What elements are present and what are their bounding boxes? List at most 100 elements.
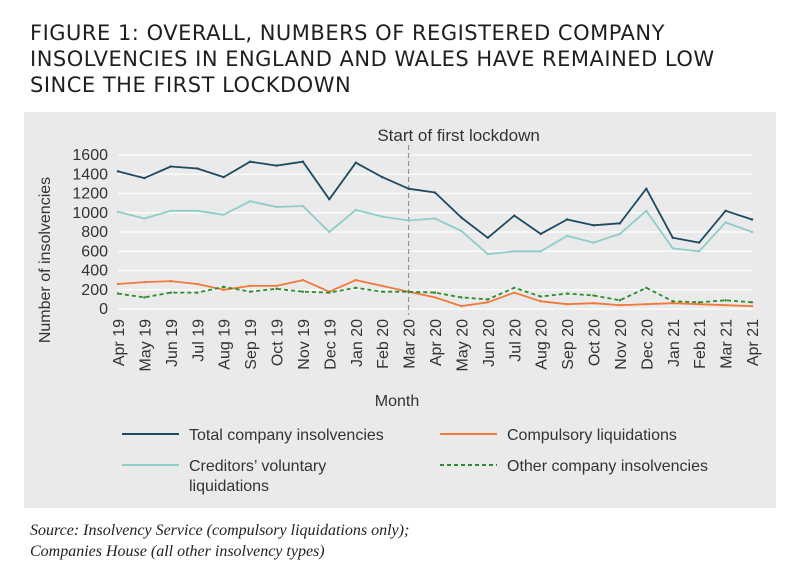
y-tick-label: 1200: [72, 186, 108, 203]
data-point: [539, 300, 542, 303]
data-point: [460, 296, 463, 299]
data-point: [592, 241, 595, 244]
data-point: [486, 236, 490, 239]
data-point: [248, 160, 252, 163]
x-tick-label: Oct 19: [270, 319, 287, 366]
y-tick-label: 1400: [72, 166, 108, 183]
data-point: [724, 299, 727, 302]
x-tick-label: May 20: [454, 319, 471, 372]
data-point: [645, 187, 648, 190]
x-axis: Apr 19 May 19 Jun 19 Jul 19 Aug 19 Sep 19 Oct …: [111, 319, 762, 372]
data-point: [407, 219, 410, 222]
x-tick-label: Dec 20: [639, 319, 656, 370]
data-point: [169, 165, 173, 168]
legend-label: Other company insolvencies: [507, 458, 708, 475]
x-tick-label: Mar 21: [719, 319, 736, 369]
y-tick-label: 200: [81, 282, 108, 299]
x-tick-label: Jan 20: [349, 319, 366, 367]
source-line-1: Source: Insolvency Service (compulsory l…: [30, 522, 410, 539]
data-point: [143, 176, 146, 180]
y-tick-label: 800: [81, 224, 108, 241]
data-point: [407, 290, 410, 293]
y-axis-label: Number of insolvencies: [37, 177, 54, 343]
lockdown-annotation: Start of first lockdown: [377, 126, 540, 315]
data-point: [301, 278, 305, 282]
data-point: [565, 234, 569, 238]
x-tick-label: Jul 20: [507, 319, 524, 362]
x-tick-label: Sep 19: [243, 319, 260, 370]
data-point: [697, 302, 701, 306]
x-tick-label: Dec 19: [322, 319, 339, 370]
legend-label: Total company insolvencies: [189, 427, 384, 444]
data-point: [328, 291, 331, 294]
data-point: [433, 296, 437, 299]
x-tick-label: Jul 19: [190, 319, 207, 362]
data-point: [275, 205, 278, 209]
series-group: [116, 200, 754, 256]
y-tick-label: 1000: [72, 205, 108, 222]
gridlines: [118, 154, 752, 310]
data-point: [196, 282, 199, 286]
data-point: [565, 302, 569, 306]
data-point: [460, 304, 463, 308]
data-point: [671, 236, 674, 239]
series-group: [116, 160, 754, 244]
data-point: [169, 291, 173, 294]
data-point: [248, 284, 252, 288]
data-point: [196, 209, 199, 213]
y-tick-label: 400: [81, 263, 108, 280]
data-point: [433, 191, 437, 194]
data-point: [565, 218, 569, 221]
data-point: [513, 286, 516, 290]
data-point: [275, 164, 278, 167]
x-tick-label: Aug 19: [217, 319, 234, 370]
data-point: [645, 286, 648, 290]
data-point: [407, 187, 410, 190]
data-point: [222, 288, 225, 291]
series-lines: [116, 160, 754, 308]
data-point: [380, 215, 384, 218]
line-chart: 0 200 400 600 800 1000 1200 1400 1600 Apr 19 May …: [37, 126, 762, 495]
data-point: [539, 250, 542, 253]
data-point: [116, 292, 120, 295]
data-point: [565, 292, 569, 295]
legend-label: Compulsory liquidations: [507, 427, 677, 444]
data-point: [724, 303, 727, 307]
data-point: [433, 291, 437, 294]
data-point: [697, 301, 701, 304]
data-point: [724, 209, 727, 213]
data-point: [275, 287, 278, 290]
data-point: [328, 230, 331, 234]
data-point: [645, 209, 648, 213]
x-axis-label: Month: [375, 393, 419, 410]
data-point: [671, 302, 674, 305]
data-point: [169, 279, 173, 283]
data-point: [222, 213, 225, 216]
legend-label: Creditors’ voluntary: [189, 458, 326, 475]
x-tick-label: Jun 19: [164, 319, 181, 367]
data-point: [750, 218, 754, 221]
x-tick-label: Nov 19: [296, 319, 313, 370]
y-axis: 0 200 400 600 800 1000 1200 1400 1600: [72, 147, 108, 318]
data-point: [248, 200, 252, 203]
data-point: [354, 278, 357, 282]
data-point: [697, 241, 701, 244]
data-point: [750, 230, 754, 234]
source-line-2: Companies House (all other insolvency ty…: [30, 543, 325, 560]
data-point: [513, 250, 516, 253]
data-point: [460, 229, 463, 233]
data-point: [222, 285, 225, 289]
data-point: [116, 282, 120, 286]
legend: Total company insolvencies Compulsory liq…: [122, 427, 708, 495]
data-point: [433, 217, 437, 220]
data-point: [169, 209, 173, 213]
y-tick-label: 0: [99, 301, 108, 318]
data-point: [697, 250, 701, 253]
data-point: [671, 247, 674, 250]
data-point: [671, 300, 674, 303]
data-point: [724, 221, 727, 224]
x-tick-label: Sep 20: [560, 319, 577, 370]
data-point: [618, 222, 622, 225]
data-point: [618, 232, 622, 236]
data-point: [513, 214, 516, 217]
